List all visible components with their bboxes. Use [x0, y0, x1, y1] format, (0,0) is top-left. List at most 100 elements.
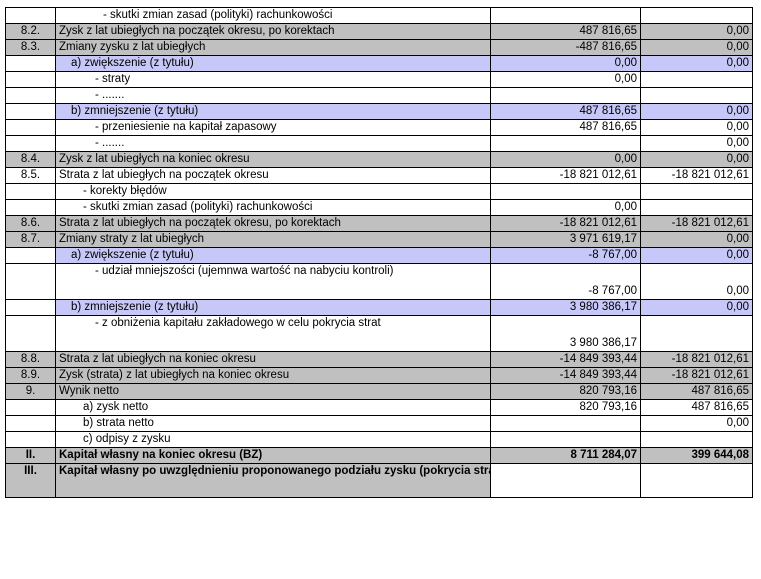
value-previous [640, 463, 753, 498]
value-previous: -18 821 012,61 [640, 351, 753, 368]
value-current: 0,00 [490, 199, 641, 216]
table-row: - ....... 0,00 [5, 135, 753, 152]
row-number [5, 199, 56, 216]
table-row: - straty 0,00 [5, 71, 753, 88]
value-previous [640, 315, 753, 352]
row-label: Kapitał własny po uwzględnieniu proponow… [55, 463, 491, 498]
value-previous: -18 821 012,61 [640, 367, 753, 384]
row-number [5, 71, 56, 88]
row-label: Zmiany straty z lat ubiegłych [55, 231, 491, 248]
value-current: -14 849 393,44 [490, 351, 641, 368]
value-current [490, 7, 641, 24]
value-current: -8 767,00 [490, 263, 641, 300]
row-number [5, 431, 56, 448]
row-number: 8.5. [5, 167, 56, 184]
value-previous: 0,00 [640, 231, 753, 248]
value-current: 0,00 [490, 55, 641, 72]
value-current [490, 415, 641, 432]
row-number [5, 183, 56, 200]
table-row: b) zmniejszenie (z tytułu) 3 980 386,17 0,… [5, 299, 753, 316]
value-current: 820 793,16 [490, 383, 641, 400]
financial-statement-table: - skutki zmian zasad (polityki) rachunko… [5, 7, 753, 498]
row-label: - korekty błędów [55, 183, 491, 200]
table-row: - udział mniejszości (ujemnwa wartość na… [5, 263, 753, 300]
value-current: -14 849 393,44 [490, 367, 641, 384]
table-row: - ....... [5, 87, 753, 104]
value-current: 3 980 386,17 [490, 299, 641, 316]
row-label: Strata z lat ubiegłych na początek okres… [55, 215, 491, 232]
row-number [5, 299, 56, 316]
table-row: 8.5. Strata z lat ubiegłych na początek o… [5, 167, 753, 184]
value-current: 820 793,16 [490, 399, 641, 416]
row-number: 8.8. [5, 351, 56, 368]
value-previous: 0,00 [640, 415, 753, 432]
row-number: 8.4. [5, 151, 56, 168]
row-label: - skutki zmian zasad (polityki) rachunko… [55, 199, 491, 216]
row-number: II. [5, 447, 56, 464]
row-number [5, 399, 56, 416]
value-current: 487 816,65 [490, 23, 641, 40]
table-row: - korekty błędów [5, 183, 753, 200]
table-row: a) zwiększenie (z tytułu) -8 767,00 0,00 [5, 247, 753, 264]
row-label: a) zysk netto [55, 399, 491, 416]
row-number: 9. [5, 383, 56, 400]
value-current [490, 463, 641, 498]
row-number [5, 119, 56, 136]
row-number [5, 7, 56, 24]
table-row: - skutki zmian zasad (polityki) rachunko… [5, 7, 753, 24]
row-label: b) zmniejszenie (z tytułu) [55, 103, 491, 120]
row-number: 8.3. [5, 39, 56, 56]
table-body: - skutki zmian zasad (polityki) rachunko… [5, 7, 753, 498]
value-current [490, 87, 641, 104]
value-previous: 0,00 [640, 119, 753, 136]
table-row: b) strata netto 0,00 [5, 415, 753, 432]
value-current: 0,00 [490, 151, 641, 168]
value-previous: 0,00 [640, 151, 753, 168]
value-previous: 0,00 [640, 23, 753, 40]
row-number: 8.7. [5, 231, 56, 248]
value-current: 8 711 284,07 [490, 447, 641, 464]
value-current: 3 980 386,17 [490, 315, 641, 352]
value-previous [640, 199, 753, 216]
table-row: 8.9. Zysk (strata) z lat ubiegłych na kon… [5, 367, 753, 384]
table-row: 8.8. Strata z lat ubiegłych na koniec okr… [5, 351, 753, 368]
row-number: 8.2. [5, 23, 56, 40]
row-label: Strata z lat ubiegłych na koniec okresu [55, 351, 491, 368]
value-previous [640, 183, 753, 200]
table-row: 8.7. Zmiany straty z lat ubiegłych 3 971 6… [5, 231, 753, 248]
value-previous: 0,00 [640, 299, 753, 316]
row-label: - ....... [55, 135, 491, 152]
row-number [5, 263, 56, 300]
row-label: - ....... [55, 87, 491, 104]
row-number [5, 135, 56, 152]
table-row: a) zysk netto 820 793,16 487 816,65 [5, 399, 753, 416]
row-label: Wynik netto [55, 383, 491, 400]
table-row: c) odpisy z zysku [5, 431, 753, 448]
value-current: -8 767,00 [490, 247, 641, 264]
value-previous: 0,00 [640, 103, 753, 120]
row-number [5, 415, 56, 432]
table-row: 9. Wynik netto 820 793,16 487 816,65 [5, 383, 753, 400]
table-row: - z obniżenia kapitału zakładowego w cel… [5, 315, 753, 352]
value-previous: 0,00 [640, 135, 753, 152]
row-label: Zysk z lat ubiegłych na początek okresu,… [55, 23, 491, 40]
table-row: III. Kapitał własny po uwzględnieniu prop… [5, 463, 753, 498]
table-row: b) zmniejszenie (z tytułu) 487 816,65 0,00 [5, 103, 753, 120]
row-label: Zysk (strata) z lat ubiegłych na koniec … [55, 367, 491, 384]
value-current: 3 971 619,17 [490, 231, 641, 248]
row-number: III. [5, 463, 56, 498]
value-current: 0,00 [490, 71, 641, 88]
table-row: a) zwiększenie (z tytułu) 0,00 0,00 [5, 55, 753, 72]
row-label: - przeniesienie na kapitał zapasowy [55, 119, 491, 136]
table-row: 8.3. Zmiany zysku z lat ubiegłych -487 816… [5, 39, 753, 56]
value-previous: -18 821 012,61 [640, 215, 753, 232]
table-row: 8.4. Zysk z lat ubiegłych na koniec okres… [5, 151, 753, 168]
value-previous: 0,00 [640, 263, 753, 300]
row-label: Kapitał własny na koniec okresu (BZ) [55, 447, 491, 464]
row-number: 8.6. [5, 215, 56, 232]
value-previous: 0,00 [640, 39, 753, 56]
value-current [490, 135, 641, 152]
row-label: - udział mniejszości (ujemnwa wartość na… [55, 263, 491, 300]
row-label: Strata z lat ubiegłych na początek okres… [55, 167, 491, 184]
value-previous: -18 821 012,61 [640, 167, 753, 184]
